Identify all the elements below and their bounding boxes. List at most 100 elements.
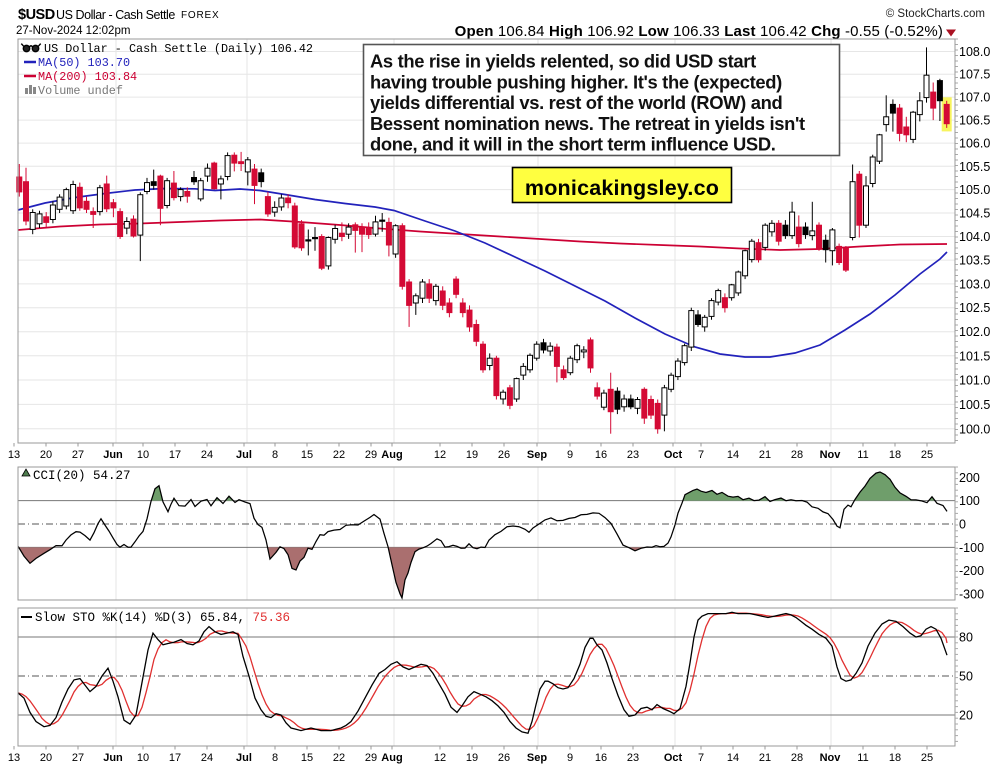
svg-text:12: 12 — [434, 449, 446, 461]
svg-text:105.5: 105.5 — [959, 160, 990, 174]
svg-text:22: 22 — [333, 449, 345, 461]
svg-text:10: 10 — [137, 752, 149, 764]
svg-text:17: 17 — [169, 752, 181, 764]
svg-text:200: 200 — [959, 471, 980, 485]
svg-text:7: 7 — [698, 752, 704, 764]
svg-text:20: 20 — [40, 752, 52, 764]
svg-text:MA(50) 103.70: MA(50) 103.70 — [38, 56, 130, 70]
svg-text:20: 20 — [40, 449, 52, 461]
svg-text:done, and it will in the short: done, and it will in the short term infl… — [370, 134, 776, 155]
svg-text:15: 15 — [301, 449, 313, 461]
svg-text:27: 27 — [72, 449, 84, 461]
svg-text:Aug: Aug — [381, 752, 402, 764]
svg-text:20: 20 — [959, 709, 973, 723]
svg-text:US Dollar - Cash Settle: US Dollar - Cash Settle — [56, 8, 175, 22]
svg-text:11: 11 — [857, 449, 868, 461]
svg-text:$USD: $USD — [18, 7, 55, 23]
svg-text:9: 9 — [567, 752, 573, 764]
svg-text:18: 18 — [889, 752, 901, 764]
svg-text:Nov: Nov — [820, 449, 842, 461]
svg-text:19: 19 — [466, 449, 478, 461]
svg-text:108.0: 108.0 — [959, 45, 990, 59]
svg-text:27-Nov-2024 12:02pm: 27-Nov-2024 12:02pm — [16, 25, 130, 37]
svg-text:106.5: 106.5 — [959, 114, 990, 128]
svg-text:24: 24 — [201, 449, 213, 461]
svg-text:13: 13 — [8, 752, 20, 764]
svg-text:Bessent nomination news. The r: Bessent nomination news. The retreat in … — [370, 113, 805, 134]
svg-text:21: 21 — [759, 752, 771, 764]
svg-text:-300: -300 — [959, 588, 984, 602]
svg-text:11: 11 — [857, 752, 868, 764]
svg-text:Open 106.84 High 106.92 Low 10: Open 106.84 High 106.92 Low 106.33 Last … — [455, 23, 943, 40]
svg-text:21: 21 — [759, 449, 771, 461]
svg-text:27: 27 — [72, 752, 84, 764]
svg-text:Jul: Jul — [236, 449, 252, 461]
svg-text:100.5: 100.5 — [959, 398, 990, 412]
svg-text:Jun: Jun — [103, 752, 123, 764]
svg-text:14: 14 — [727, 752, 739, 764]
svg-text:100: 100 — [959, 494, 980, 508]
svg-text:-200: -200 — [959, 564, 984, 578]
svg-text:Slow STO %K(14) %D(3) 65.84, 7: Slow STO %K(14) %D(3) 65.84, 75.36 — [35, 611, 290, 625]
svg-text:Jul: Jul — [236, 752, 252, 764]
svg-text:US Dollar - Cash Settle (Daily: US Dollar - Cash Settle (Daily) 106.42 — [44, 42, 313, 56]
svg-text:0: 0 — [959, 518, 966, 532]
svg-text:106.0: 106.0 — [959, 137, 990, 151]
svg-text:18: 18 — [889, 449, 901, 461]
svg-text:having trouble pushing higher.: having trouble pushing higher. It's the … — [370, 71, 782, 92]
svg-text:Oct: Oct — [664, 449, 683, 461]
svg-text:28: 28 — [791, 752, 803, 764]
svg-text:8: 8 — [272, 752, 278, 764]
svg-text:23: 23 — [627, 752, 639, 764]
svg-text:16: 16 — [595, 752, 607, 764]
svg-text:8: 8 — [272, 449, 278, 461]
svg-text:As the rise in yields relented: As the rise in yields relented, so did U… — [370, 51, 756, 72]
svg-text:9: 9 — [567, 449, 573, 461]
svg-text:Volume undef: Volume undef — [38, 84, 123, 98]
svg-text:MA(200) 103.84: MA(200) 103.84 — [38, 70, 137, 84]
svg-text:50: 50 — [959, 670, 973, 684]
svg-text:17: 17 — [169, 449, 181, 461]
svg-text:24: 24 — [201, 752, 213, 764]
svg-text:Oct: Oct — [664, 752, 683, 764]
svg-text:80: 80 — [959, 631, 973, 645]
svg-text:100.0: 100.0 — [959, 422, 990, 436]
svg-text:103.5: 103.5 — [959, 254, 990, 268]
svg-text:29: 29 — [365, 449, 377, 461]
svg-text:101.0: 101.0 — [959, 374, 990, 388]
svg-text:Sep: Sep — [527, 449, 547, 461]
svg-text:Sep: Sep — [527, 752, 547, 764]
svg-text:26: 26 — [498, 752, 510, 764]
svg-text:104.0: 104.0 — [959, 230, 990, 244]
svg-text:Aug: Aug — [381, 449, 402, 461]
svg-text:25: 25 — [921, 449, 933, 461]
svg-text:107.0: 107.0 — [959, 91, 990, 105]
svg-text:105.0: 105.0 — [959, 183, 990, 197]
svg-text:28: 28 — [791, 449, 803, 461]
svg-text:22: 22 — [333, 752, 345, 764]
svg-text:-100: -100 — [959, 541, 984, 555]
svg-text:19: 19 — [466, 752, 478, 764]
svg-text:16: 16 — [595, 449, 607, 461]
svg-text:29: 29 — [365, 752, 377, 764]
svg-text:CCI(20) 54.27: CCI(20) 54.27 — [33, 469, 131, 483]
svg-text:13: 13 — [8, 449, 20, 461]
svg-text:14: 14 — [727, 449, 739, 461]
svg-text:© StockCharts.com: © StockCharts.com — [886, 8, 985, 20]
svg-text:25: 25 — [921, 752, 933, 764]
svg-text:102.5: 102.5 — [959, 301, 990, 315]
svg-text:FOREX: FOREX — [181, 10, 219, 21]
svg-text:15: 15 — [301, 752, 313, 764]
svg-text:7: 7 — [698, 449, 704, 461]
svg-text:12: 12 — [434, 752, 446, 764]
svg-text:104.5: 104.5 — [959, 207, 990, 221]
svg-text:monicakingsley.co: monicakingsley.co — [525, 176, 719, 200]
svg-text:102.0: 102.0 — [959, 325, 990, 339]
svg-text:Nov: Nov — [820, 752, 842, 764]
svg-text:yields differential vs. rest o: yields differential vs. rest of the worl… — [370, 92, 782, 113]
svg-text:103.0: 103.0 — [959, 277, 990, 291]
svg-text:10: 10 — [137, 449, 149, 461]
svg-text:26: 26 — [498, 449, 510, 461]
svg-text:107.5: 107.5 — [959, 68, 990, 82]
svg-text:Jun: Jun — [103, 449, 123, 461]
